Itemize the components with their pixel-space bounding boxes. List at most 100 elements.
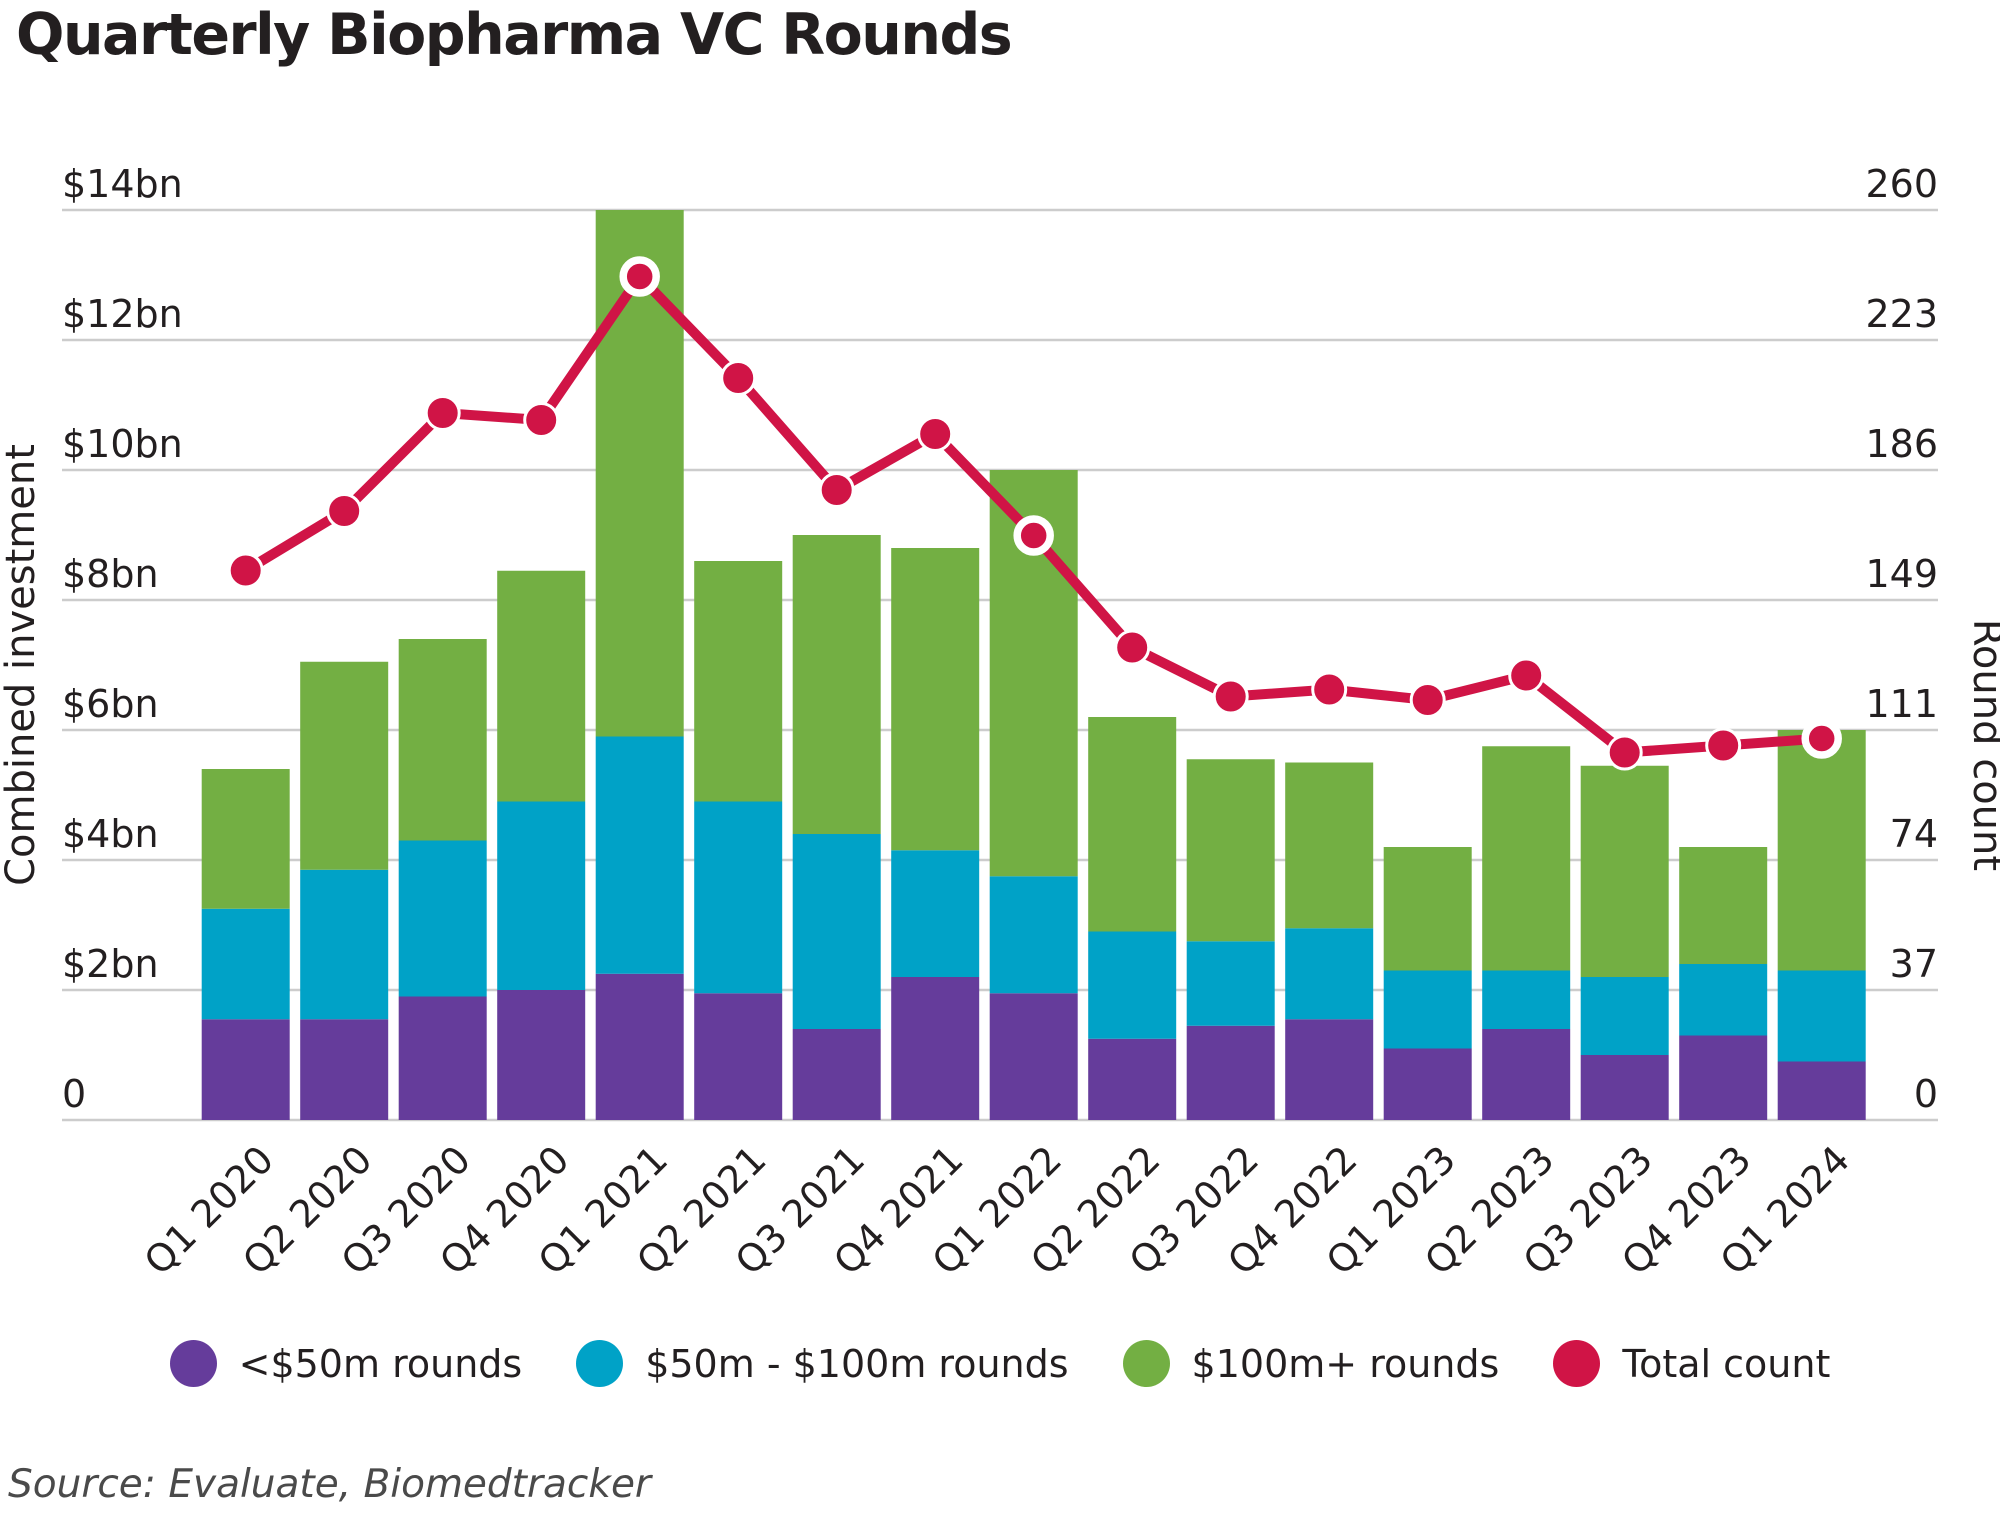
bar-segment-q2-2022-s0	[1088, 1038, 1177, 1120]
legend-item: $50m - $100m rounds	[576, 1340, 1069, 1387]
bar-segment-q2-2020-s0	[300, 1019, 389, 1120]
bar-segment-q4-2022-s1	[1285, 928, 1374, 1020]
bar-segment-q1-2021-s0	[595, 973, 684, 1120]
bar-segment-q4-2021-s0	[891, 977, 980, 1120]
right-axis-tick: 149	[1865, 552, 1938, 596]
legend-dot-icon	[1553, 1340, 1601, 1387]
bar-segment-q3-2021-s1	[792, 834, 881, 1029]
bar-segment-q2-2020-s2	[300, 661, 389, 870]
left-axis-tick: $8bn	[62, 552, 159, 596]
bar-segment-q1-2022-s1	[989, 876, 1078, 994]
left-axis-tick: $10bn	[62, 422, 183, 466]
bar-segment-q1-2024-s2	[1777, 730, 1866, 971]
chart-svg: $14bn 260 $12bn 223 $10bn 186 $8bn 149 $6bn 111 $4…	[0, 162, 2000, 1284]
left-axis-tick: 0	[62, 1072, 86, 1116]
legend-label: $50m - $100m rounds	[645, 1341, 1069, 1386]
bar-segment-q3-2021-s2	[792, 535, 881, 834]
left-axis-tick: $2bn	[62, 942, 159, 986]
bar-segment-q1-2021-s1	[595, 736, 684, 974]
left-axis-tick: $6bn	[62, 682, 159, 726]
total-count-dot	[1311, 671, 1348, 708]
bar-segment-q4-2020-s2	[497, 570, 586, 802]
bar-segment-q3-2022-s0	[1186, 1025, 1275, 1120]
bar-segment-q4-2023-s1	[1679, 964, 1768, 1036]
bar-segment-q1-2024-s0	[1777, 1061, 1866, 1120]
legend-item: $100m+ rounds	[1122, 1340, 1500, 1387]
bar-segment-q2-2021-s1	[694, 801, 783, 994]
legend-label: $100m+ rounds	[1191, 1341, 1500, 1386]
right-axis-title: Round count	[1964, 619, 2000, 871]
bar-segment-q2-2020-s1	[300, 869, 389, 1020]
bar-segment-q4-2022-s2	[1285, 762, 1374, 929]
bar-segment-q3-2023-s2	[1580, 765, 1669, 977]
bar-segment-q2-2023-s1	[1482, 970, 1571, 1029]
bar-segment-q2-2023-s2	[1482, 746, 1571, 971]
bar-segment-q3-2020-s2	[398, 639, 487, 841]
source-note: Source: Evaluate, Biomedtracker	[8, 1462, 651, 1507]
total-count-dot-highlighted	[1801, 718, 1842, 759]
total-count-dot	[1606, 734, 1643, 771]
total-count-dot	[1114, 629, 1151, 666]
total-count-dot	[917, 416, 954, 452]
legend-dot-icon	[576, 1340, 624, 1387]
bar-segment-q1-2020-s1	[201, 908, 290, 1020]
total-count-dot	[818, 472, 855, 508]
total-count-dot	[424, 395, 461, 431]
bar-segment-q4-2022-s0	[1285, 1019, 1374, 1120]
right-axis-tick: 111	[1865, 682, 1938, 726]
axis-ticks-group: $14bn 260 $12bn 223 $10bn 186 $8bn 149 $6bn 111 $4…	[62, 162, 1938, 1116]
bar-segment-q1-2021-s2	[595, 210, 684, 737]
right-axis-tick: 37	[1890, 942, 1938, 986]
bar-segment-q3-2023-s1	[1580, 977, 1669, 1055]
chart-legend: <$50m rounds $50m - $100m rounds $100m+ ro…	[0, 1340, 2000, 1387]
bar-segment-q4-2021-s2	[891, 548, 980, 851]
legend-item: Total count	[1553, 1340, 1830, 1387]
right-axis-tick: 260	[1865, 162, 1938, 206]
bar-segment-q2-2022-s2	[1088, 717, 1177, 932]
bar-segment-q3-2021-s0	[792, 1029, 881, 1120]
bar-segment-q3-2022-s1	[1186, 941, 1275, 1026]
right-axis-tick: 223	[1865, 292, 1938, 336]
total-count-dot	[523, 402, 560, 438]
legend-dot-icon	[169, 1340, 217, 1387]
bar-segment-q4-2023-s2	[1679, 847, 1768, 964]
bar-segment-q2-2023-s0	[1482, 1029, 1571, 1120]
bar-segment-q1-2024-s1	[1777, 970, 1866, 1062]
chart-title: Quarterly Biopharma VC Rounds	[16, 2, 1013, 68]
left-axis-title: Combined investment	[0, 444, 44, 886]
left-axis-tick: $4bn	[62, 812, 159, 856]
legend-label: <$50m rounds	[238, 1341, 523, 1386]
total-count-dot-highlighted	[1013, 515, 1054, 556]
total-count-dot	[1212, 678, 1249, 715]
bar-segment-q3-2020-s1	[398, 840, 487, 997]
total-count-dot	[1409, 682, 1446, 718]
total-count-dot-highlighted	[619, 256, 660, 297]
left-axis-tick: $12bn	[62, 292, 183, 336]
bar-segment-q3-2020-s0	[398, 996, 487, 1120]
right-axis-tick: 186	[1865, 422, 1938, 466]
bar-segment-q4-2020-s0	[497, 990, 586, 1120]
bar-segment-q2-2022-s1	[1088, 931, 1177, 1039]
legend-dot-icon	[1122, 1340, 1170, 1387]
right-axis-tick: 0	[1914, 1072, 1938, 1116]
bar-segment-q3-2023-s0	[1580, 1055, 1669, 1120]
bar-segment-q4-2023-s0	[1679, 1035, 1768, 1120]
legend-label: Total count	[1622, 1341, 1831, 1386]
bar-segment-q1-2022-s0	[989, 993, 1078, 1120]
total-count-dot	[1508, 657, 1545, 694]
line-dots-group	[227, 256, 1842, 771]
bar-segment-q1-2023-s0	[1383, 1048, 1472, 1120]
legend-item: <$50m rounds	[169, 1340, 523, 1387]
left-axis-tick: $14bn	[62, 162, 183, 206]
bar-segment-q1-2020-s2	[201, 769, 290, 909]
total-count-dot	[720, 360, 757, 396]
total-count-dot	[326, 493, 363, 529]
bar-segment-q1-2023-s1	[1383, 970, 1472, 1049]
bar-segment-q4-2021-s1	[891, 850, 980, 977]
bar-segment-q1-2020-s0	[201, 1019, 290, 1120]
bar-segment-q1-2023-s2	[1383, 847, 1472, 971]
total-count-dot	[1705, 727, 1742, 764]
bar-segment-q2-2021-s2	[694, 561, 783, 802]
